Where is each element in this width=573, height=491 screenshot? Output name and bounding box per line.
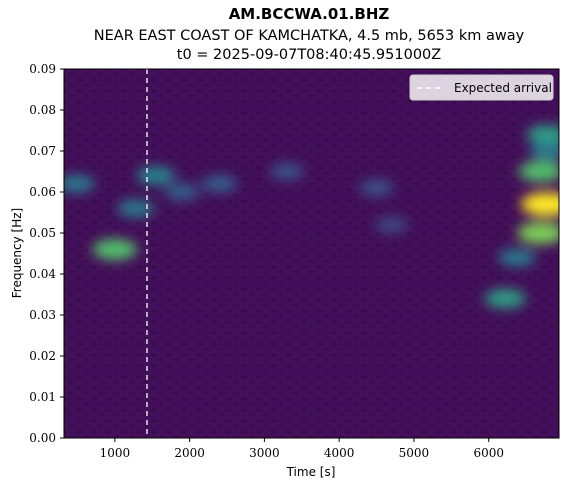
heatmap-blob-0 [92,238,138,260]
y-tick-label: 0.02 [29,349,56,363]
heatmap-blob-14 [526,124,559,145]
chart-subtitle-t0: t0 = 2025-09-07T08:40:45.951000Z [177,47,441,63]
heatmap-texture [64,69,559,438]
heatmap-blob-1 [64,174,95,193]
plot-area [64,69,559,438]
heatmap-blob-13 [518,161,559,182]
y-tick-label: 0.09 [29,62,56,76]
y-tick-label: 0.06 [29,185,56,199]
y-tick-label: 0.03 [29,308,56,322]
y-tick-label: 0.05 [29,226,56,240]
y-axis-ticks: 0.00 0.01 0.02 0.03 0.04 0.05 0.06 0.07 0.08 0.09 [29,62,64,445]
x-tick-label: 2000 [174,446,205,460]
legend-label-expected-arrival: Expected arrival [454,81,552,95]
x-axis-ticks: 1000 2000 3000 4000 5000 6000 [100,438,504,460]
y-tick-label: 0.07 [29,144,56,158]
heatmap-blob-4 [164,183,200,201]
chart-title: AM.BCCWA.01.BHZ [229,5,390,23]
y-tick-label: 0.04 [29,267,56,281]
y-tick-label: 0.01 [29,390,56,404]
x-axis-label: Time [s] [286,465,336,479]
plot-frame [63,68,560,439]
chart-subtitle: NEAR EAST COAST OF KAMCHATKA, 4.5 mb, 56… [94,28,525,44]
x-tick-label: 5000 [399,446,430,460]
heatmap-blob-6 [269,163,304,180]
y-tick-label: 0.00 [29,431,56,445]
heatmap-blob-9 [484,288,526,309]
y-tick-label: 0.08 [29,103,56,117]
heatmap-blob-8 [374,216,409,233]
x-tick-label: 4000 [324,446,355,460]
heatmap-blob-3 [136,166,176,185]
heatmap-blob-12 [521,192,559,217]
legend-box [409,74,554,101]
heatmap-blob-11 [517,222,559,244]
heatmap-blob-5 [201,175,238,193]
heatmap-blob-15 [529,142,559,160]
legend: Expected arrival [409,74,554,101]
x-tick-label: 6000 [473,446,504,460]
heatmap-blob-10 [498,248,536,267]
x-tick-label: 1000 [100,446,131,460]
heatmap-blob-7 [359,179,394,197]
x-tick-label: 3000 [249,446,280,460]
heatmap-blobs [64,124,559,309]
heatmap-blob-2 [116,199,155,218]
y-axis-label: Frequency [Hz] [10,208,24,299]
